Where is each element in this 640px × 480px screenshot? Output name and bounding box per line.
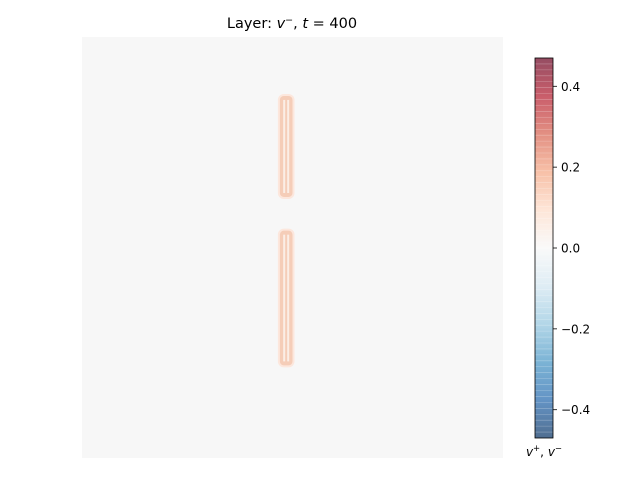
feature-inner-strip <box>283 99 286 193</box>
colorbar-tick-label: −0.2 <box>561 322 590 336</box>
colorbar-tick-label: 0.2 <box>561 161 580 175</box>
colorbar-label: v+, v− <box>526 444 562 459</box>
colorbar-bands <box>535 63 553 433</box>
heatmap-field <box>82 37 503 458</box>
feature-inner-strip <box>283 234 286 362</box>
colorbar-ticks: 0.4 0.2 0.0 −0.2 −0.4 <box>553 80 590 417</box>
chart-title: Layer: v−, t = 400 <box>227 15 357 33</box>
feature-body <box>279 230 293 366</box>
colorbar-tick-label: −0.4 <box>561 403 590 417</box>
colorbar-gradient <box>535 58 553 438</box>
feature-body <box>279 95 293 197</box>
heatmap-features <box>277 93 295 368</box>
heatmap-feature-2 <box>277 228 295 368</box>
colorbar-tick-label: 0.4 <box>561 80 580 94</box>
heatmap-feature-1 <box>277 93 295 199</box>
feature-inner-strip <box>287 234 290 362</box>
feature-inner-strip <box>287 99 290 193</box>
colorbar-tick-label: 0.0 <box>561 242 580 256</box>
colorbar: 0.4 0.2 0.0 −0.2 −0.4 v+, v− <box>526 57 590 459</box>
